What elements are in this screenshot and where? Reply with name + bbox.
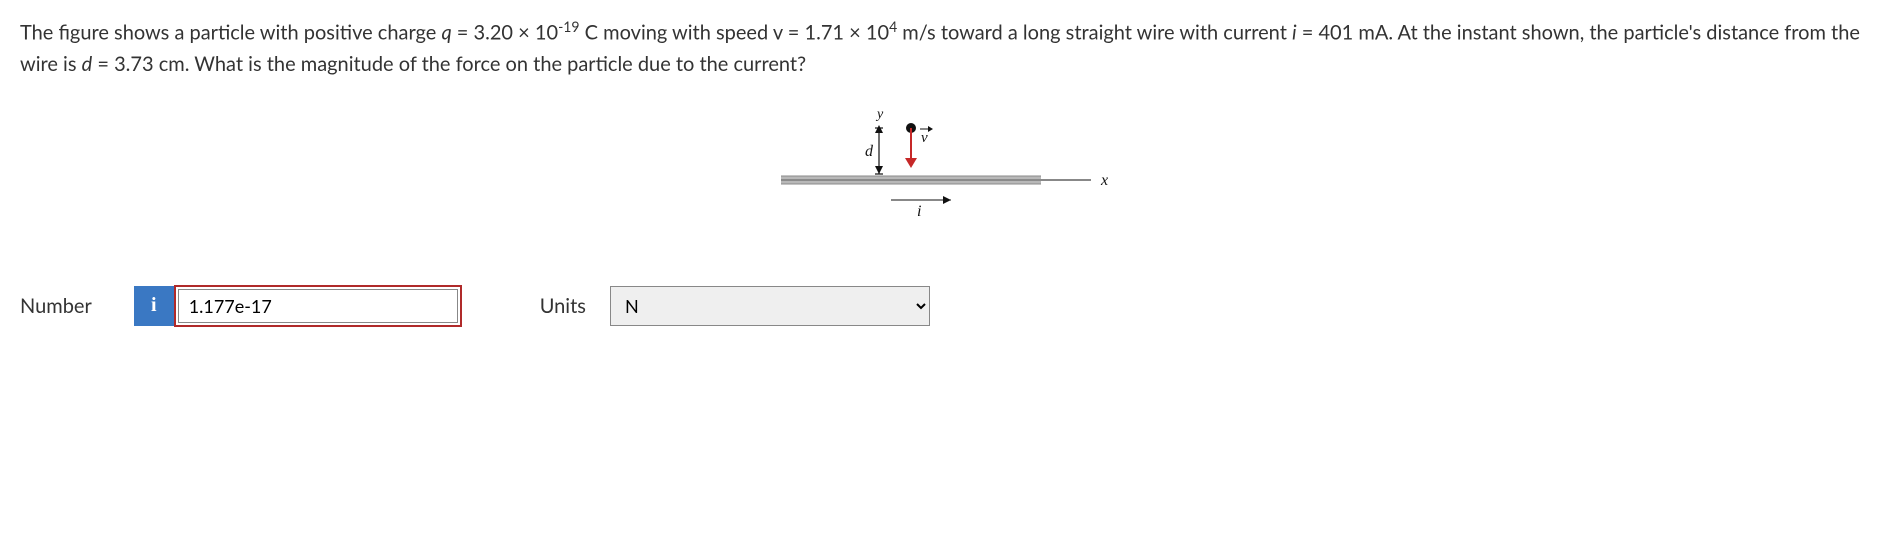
number-input[interactable] — [178, 289, 458, 323]
x-axis-label: x — [1100, 172, 1108, 189]
number-label: Number — [20, 294, 92, 318]
answer-row: Number i Units N — [20, 285, 1862, 327]
y-axis-label: y — [875, 110, 884, 122]
current-label: i — [917, 203, 921, 220]
units-select[interactable]: N — [610, 286, 930, 326]
units-label: Units — [540, 294, 586, 318]
figure-container: x i y d v — [20, 110, 1862, 245]
velocity-label: v — [921, 130, 928, 146]
number-input-wrapper — [174, 285, 462, 327]
physics-figure: x i y d v — [761, 110, 1121, 240]
question-text: The figure shows a particle with positiv… — [20, 16, 1862, 80]
d-label: d — [865, 143, 874, 160]
info-icon[interactable]: i — [134, 286, 174, 326]
